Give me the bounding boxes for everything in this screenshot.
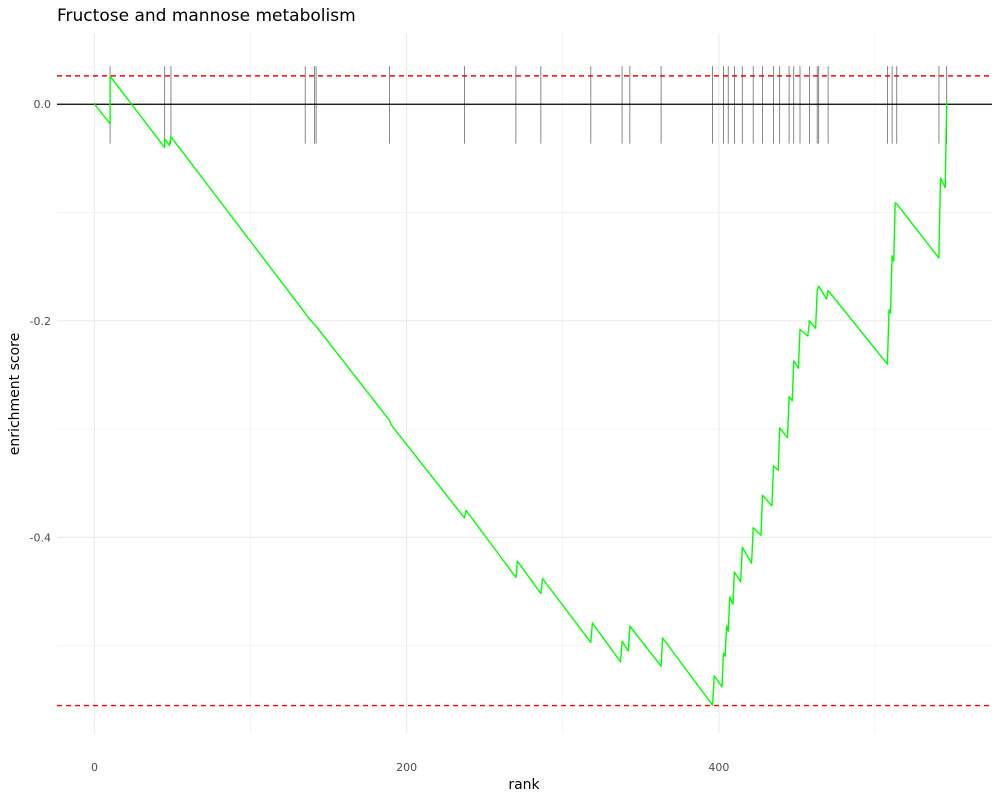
reference-lines bbox=[57, 75, 992, 707]
x-axis-label: rank bbox=[508, 777, 540, 793]
x-axis-ticks: 0 200 400 bbox=[91, 761, 729, 774]
gridlines bbox=[57, 33, 992, 733]
y-axis-label: enrichment score bbox=[7, 333, 23, 455]
x-tick-label: 0 bbox=[91, 761, 98, 774]
y-tick-label: -0.2 bbox=[30, 315, 51, 328]
x-tick-label: 200 bbox=[396, 761, 417, 774]
y-tick-label: 0.0 bbox=[34, 98, 52, 111]
series-lines bbox=[93, 75, 948, 706]
x-tick-label: 400 bbox=[708, 761, 729, 774]
y-axis-ticks: 0.0 -0.2 -0.4 bbox=[30, 98, 51, 544]
chart-title: Fructose and mannose metabolism bbox=[57, 6, 356, 26]
hit-ticks bbox=[109, 66, 948, 144]
y-tick-label: -0.4 bbox=[30, 531, 51, 544]
enrichment-score-line bbox=[93, 75, 948, 706]
